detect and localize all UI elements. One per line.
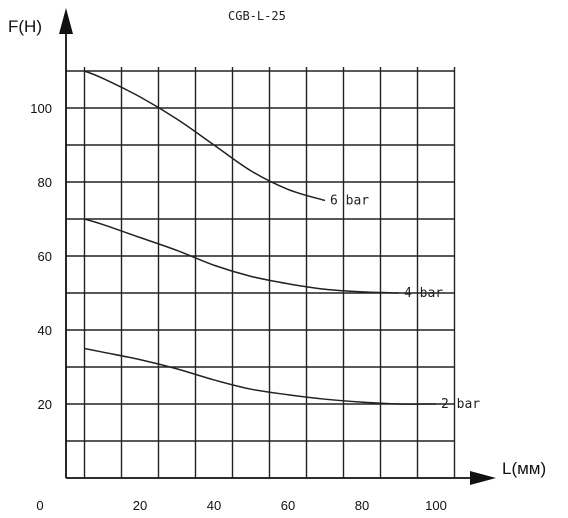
y-axis-title: F(H) — [8, 17, 42, 36]
x-tick-label: 80 — [355, 498, 369, 513]
y-tick-label: 40 — [38, 323, 52, 338]
series-curves — [84, 70, 437, 405]
x-tick-label: 20 — [133, 498, 147, 513]
chart-title: CGB-L-25 — [228, 9, 286, 23]
x-tick-labels: 0 20 40 60 80 100 — [36, 498, 446, 513]
axes — [59, 8, 496, 485]
x-tick-label: 40 — [207, 498, 221, 513]
x-tick-label: 100 — [425, 498, 447, 513]
series-labels: 6 bar 4 bar 2 bar — [330, 194, 480, 413]
series-label: 2 bar — [441, 397, 480, 412]
y-tick-label: 80 — [38, 175, 52, 190]
x-axis-arrow — [470, 471, 496, 485]
y-tick-label: 20 — [38, 397, 52, 412]
series-curve — [84, 70, 326, 202]
series-curve — [84, 347, 437, 405]
y-tick-labels: 20 40 60 80 100 — [30, 101, 52, 412]
series-curve — [84, 218, 400, 294]
grid — [66, 67, 456, 478]
series-label: 4 bar — [404, 286, 443, 301]
y-tick-label: 100 — [30, 101, 52, 116]
x-axis-title: L(мм) — [502, 459, 546, 478]
x-tick-label: 0 — [36, 498, 43, 513]
y-tick-label: 60 — [38, 249, 52, 264]
y-axis-arrow — [59, 8, 73, 34]
series-label: 6 bar — [330, 194, 369, 209]
x-tick-label: 60 — [281, 498, 295, 513]
labels: CGB-L-25 F(H) L(мм) — [8, 9, 546, 478]
